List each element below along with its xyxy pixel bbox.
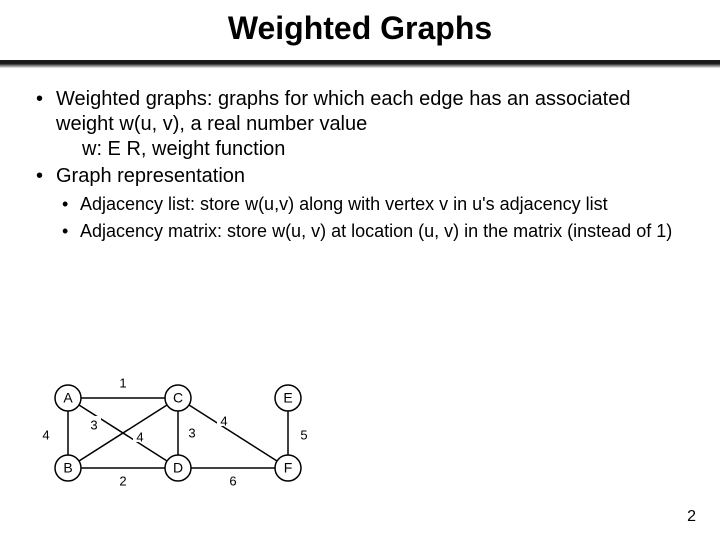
title-divider [0, 60, 720, 68]
weighted-graph-diagram: 1 4 3 4 2 3 4 6 5 A B C D E F [28, 370, 348, 500]
slide-title: Weighted Graphs [0, 0, 720, 55]
inner-list: Adjacency list: store w(u,v) along with … [56, 193, 690, 242]
bullet-1-text: Weighted graphs: graphs for which each e… [56, 88, 630, 135]
bullet-1-sub: w: E R, weight function [56, 137, 690, 162]
edge-weight: 4 [220, 413, 227, 428]
edge-weight: 5 [300, 427, 307, 442]
node-label: A [63, 390, 73, 406]
bullet-1: Weighted graphs: graphs for which each e… [30, 87, 690, 162]
edge-weight: 6 [229, 473, 236, 488]
edge-weight: 2 [119, 473, 126, 488]
edge-weight: 3 [188, 425, 195, 440]
edge-weight: 4 [136, 429, 143, 444]
node-label: F [284, 460, 293, 476]
edge-weight: 1 [119, 375, 126, 390]
outer-list: Weighted graphs: graphs for which each e… [30, 87, 690, 242]
edge-weight: 4 [42, 427, 49, 442]
bullet-2b: Adjacency matrix: store w(u, v) at locat… [56, 220, 690, 243]
node-label: E [283, 390, 292, 406]
node-label: D [173, 460, 183, 476]
edge-weight: 3 [90, 417, 97, 432]
node-label: C [173, 390, 183, 406]
bullet-2-text: Graph representation [56, 165, 245, 187]
node-label: B [63, 460, 72, 476]
page-number: 2 [687, 508, 696, 526]
bullet-2: Graph representation Adjacency list: sto… [30, 164, 690, 242]
content-area: Weighted graphs: graphs for which each e… [0, 73, 720, 242]
bullet-2a: Adjacency list: store w(u,v) along with … [56, 193, 690, 216]
